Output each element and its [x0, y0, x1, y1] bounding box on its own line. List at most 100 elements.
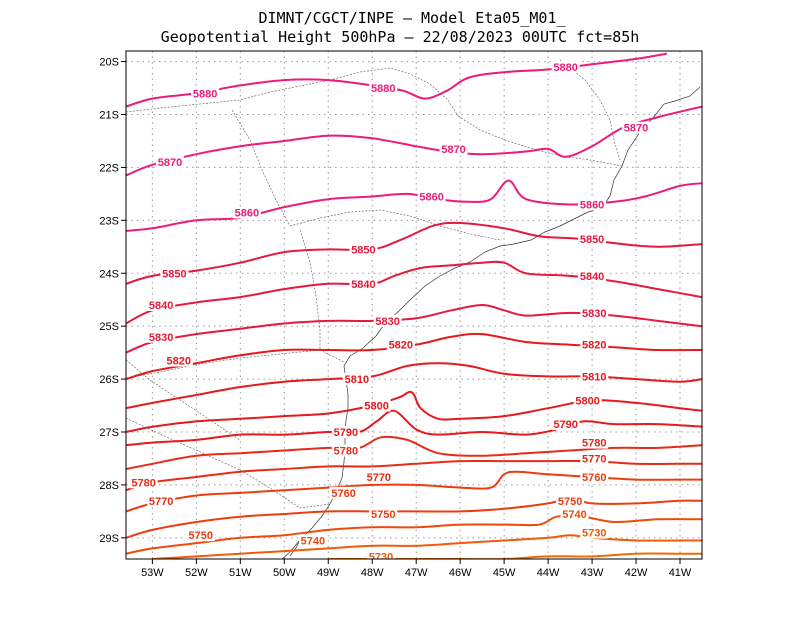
contour-label-5850: 5850 — [351, 244, 375, 256]
contour-label-bg — [578, 232, 607, 245]
contour-label-bg — [329, 486, 358, 499]
contour-label-5860: 5860 — [580, 199, 604, 211]
contour-label-bg — [331, 444, 360, 457]
contour-line-5870 — [126, 105, 702, 177]
contour-label-5870: 5870 — [624, 123, 648, 135]
contour-label-5780: 5780 — [131, 477, 155, 489]
contour-label-bg — [331, 426, 360, 438]
coastline — [281, 86, 701, 559]
lon-tick-label: 53W — [141, 567, 164, 579]
contour-label-5790: 5790 — [334, 427, 358, 439]
title-line-1: DIMNT/CGCT/INPE — Model Eta05_M01_ — [258, 9, 566, 27]
border-pr-sc — [126, 349, 345, 379]
contour-label-bg — [560, 508, 589, 521]
contour-label-bg — [622, 121, 651, 134]
contour-label-5820: 5820 — [167, 356, 191, 368]
contour-label-5820: 5820 — [389, 340, 413, 352]
lat-lon-grid — [126, 51, 702, 559]
contour-line-5750 — [126, 497, 702, 539]
lon-tick-label: 52W — [185, 567, 208, 579]
lat-tick-label: 26S — [99, 374, 119, 386]
contour-label-5810: 5810 — [345, 374, 369, 386]
contour-label-5780: 5780 — [582, 438, 606, 450]
contour-label-bg — [580, 338, 609, 351]
lat-tick-label: 28S — [99, 480, 119, 492]
lon-tick-label: 51W — [229, 567, 252, 579]
contour-label-5760: 5760 — [582, 472, 606, 484]
contour-line-5790 — [126, 409, 702, 447]
contour-label-5760: 5760 — [331, 488, 355, 500]
contour-line-5760 — [126, 470, 702, 513]
contour-label-bg — [369, 508, 398, 521]
contour-label-bg — [367, 550, 396, 559]
lat-tick-label: 23S — [99, 215, 119, 227]
border-mg-es — [559, 59, 621, 161]
contour-line-5860 — [126, 179, 702, 232]
lat-tick-label: 20S — [99, 57, 119, 69]
contour-label-5830: 5830 — [582, 308, 606, 320]
contour-label-bg — [386, 338, 415, 351]
lon-tick-label: 49W — [317, 567, 340, 579]
contour-label-bg — [298, 534, 327, 547]
lat-tick-label: 25S — [99, 321, 119, 333]
contour-label-5860: 5860 — [235, 207, 259, 219]
contour-label-bg — [551, 418, 580, 431]
contour-label-bg — [349, 277, 378, 290]
contour-label-5770: 5770 — [367, 472, 391, 484]
contour-line-5850 — [126, 221, 702, 285]
contour-label-bg — [556, 494, 585, 507]
contour-label-5740: 5740 — [301, 535, 325, 547]
lon-tick-label: 50W — [273, 567, 296, 579]
contour-label-5880: 5880 — [553, 62, 577, 74]
contour-label-5750: 5750 — [558, 496, 582, 508]
lon-tick-label: 42W — [625, 567, 648, 579]
contour-label-bg — [164, 354, 193, 367]
contour-label-bg — [364, 470, 393, 483]
axis-labels: 20S 21S 22S 23S 24S 25S 26S 27S 28S 29S 53W 52W 51W 5… — [99, 57, 692, 579]
contour-label-5750: 5750 — [371, 509, 395, 521]
contour-label-bg — [551, 60, 580, 73]
contour-label-bg — [580, 370, 609, 383]
border-sc-rs — [126, 417, 331, 509]
contour-label-5880: 5880 — [371, 83, 395, 95]
contour-label-5850: 5850 — [162, 268, 186, 280]
contour-label-5880: 5880 — [193, 88, 217, 100]
contour-label-bg — [580, 436, 609, 449]
contour-line-5720 — [328, 552, 702, 559]
lat-tick-label: 27S — [99, 427, 119, 439]
contour-label-bg — [191, 87, 220, 100]
lon-tick-label: 41W — [669, 567, 692, 579]
contour-line-5740 — [126, 514, 702, 555]
contour-label-5750: 5750 — [189, 530, 213, 542]
lon-tick-label: 47W — [405, 567, 428, 579]
contour-label-bg — [342, 373, 371, 386]
contour-label-bg — [147, 299, 176, 311]
lat-tick-label: 21S — [99, 110, 119, 122]
contour-label-bg — [362, 399, 391, 412]
lon-tick-label: 48W — [361, 567, 384, 579]
contour-line-5730 — [152, 534, 702, 559]
contour-label-bg — [578, 198, 607, 211]
title-line-2: Geopotential Height 500hPa — 22/08/2023 … — [161, 28, 640, 46]
contour-label-5840: 5840 — [580, 271, 604, 283]
contour-label-5820: 5820 — [582, 340, 606, 352]
contour-label-bg — [160, 267, 189, 280]
lon-tick-label: 45W — [493, 567, 516, 579]
lon-tick-label: 43W — [581, 567, 604, 579]
border-sp-pr — [289, 209, 501, 241]
contour-label-bg — [147, 494, 176, 507]
border-sp-rj — [457, 115, 623, 167]
contour-label-5850: 5850 — [580, 234, 604, 246]
contour-label-5800: 5800 — [364, 401, 388, 413]
contour-label-bg — [232, 206, 261, 219]
contour-label-bg — [147, 330, 176, 343]
contour-label-bg — [186, 529, 215, 542]
contour-label-bg — [580, 526, 609, 539]
contour-label-layer: 5880 5880 5880 5870 5870 5870 5860 5860 5860 5850… — [129, 60, 651, 559]
lon-tick-label: 44W — [537, 567, 560, 579]
contour-label-bg — [155, 156, 184, 169]
contour-label-5870: 5870 — [158, 157, 182, 169]
contour-label-bg — [129, 476, 158, 489]
lagoa-dos-patos — [289, 539, 301, 557]
